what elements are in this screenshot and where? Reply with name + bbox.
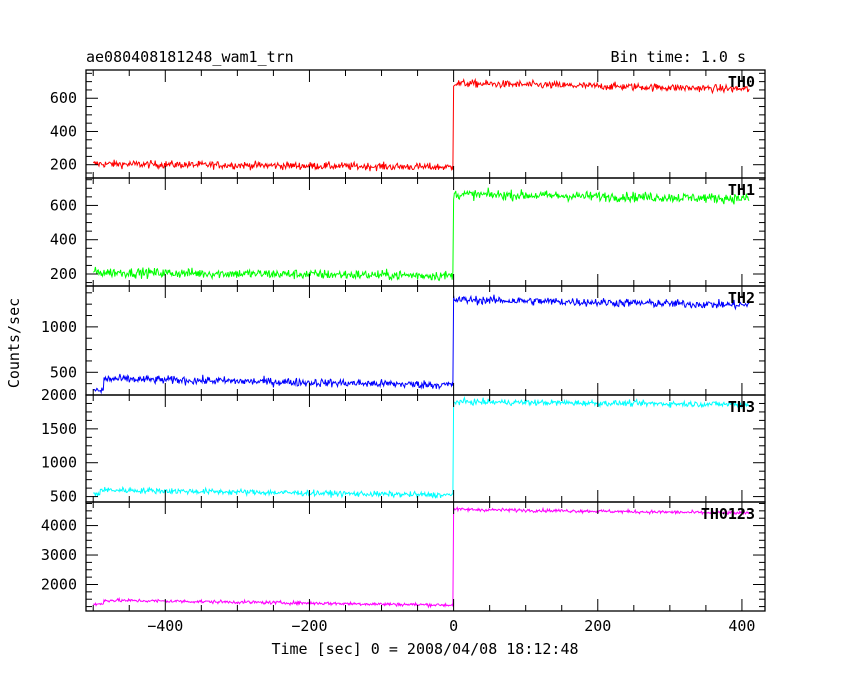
x-axis-label: Time [sec] 0 = 2008/04/08 18:12:48: [271, 640, 578, 658]
y-tick-label: 2000: [41, 575, 77, 593]
panel-frame: [85, 394, 766, 503]
panel-frame: [85, 285, 766, 396]
y-tick-label: 400: [50, 122, 77, 140]
x-tick-label: 400: [728, 617, 755, 635]
bin-time-label: Bin time: 1.0 s: [611, 48, 746, 66]
x-tick-label: −200: [291, 617, 327, 635]
y-tick-label: 1000: [41, 318, 77, 336]
y-tick-label: 200: [50, 156, 77, 174]
panel-label-th0123: TH0123: [701, 505, 755, 523]
panel-label-th2: TH2: [728, 289, 755, 307]
panel-th0: 200 400 600 TH0: [50, 69, 766, 179]
panel-label-th1: TH1: [728, 181, 755, 199]
x-tick-label: 200: [584, 617, 611, 635]
series-line-th2: [92, 294, 750, 395]
y-tick-label: 600: [50, 89, 77, 107]
y-tick-label: 500: [50, 488, 77, 506]
series-line-th0123: [92, 506, 750, 609]
y-tick-label: 600: [50, 196, 77, 214]
panel-label-th0: TH0: [728, 73, 755, 91]
panel-th3: 500 1000 1500 2000 TH3: [41, 386, 766, 506]
y-tick-label: 1500: [41, 420, 77, 438]
y-tick-label: 4000: [41, 517, 77, 535]
x-tick-label: 0: [449, 617, 458, 635]
y-tick-label: 500: [50, 363, 77, 381]
panel-th1: 200 400 600 TH1: [50, 177, 766, 287]
series-line-th3: [93, 396, 750, 499]
y-tick-label: 400: [50, 231, 77, 249]
y-tick-label: 2000: [41, 386, 77, 404]
panel-th2: 500 1000 TH2: [41, 285, 766, 396]
series-line-th1: [93, 187, 750, 282]
y-tick-label: 1000: [41, 454, 77, 472]
series-line-th0: [92, 77, 750, 172]
y-tick-label: 200: [50, 265, 77, 283]
x-tick-label: −400: [147, 617, 183, 635]
panel-frame: [85, 69, 766, 179]
panel-label-th3: TH3: [728, 398, 755, 416]
y-tick-label: 3000: [41, 546, 77, 564]
panel-th0123: 2000 3000 4000 TH0123: [41, 501, 766, 612]
y-axis-label: Counts/sec: [5, 298, 23, 388]
chart-title: ae080408181248_wam1_trn: [86, 48, 294, 66]
panel-frame: [85, 501, 766, 612]
panels-group: 200 400 600 TH0 200 400 600 TH1 500 1000 TH2 500 100…: [41, 69, 766, 635]
